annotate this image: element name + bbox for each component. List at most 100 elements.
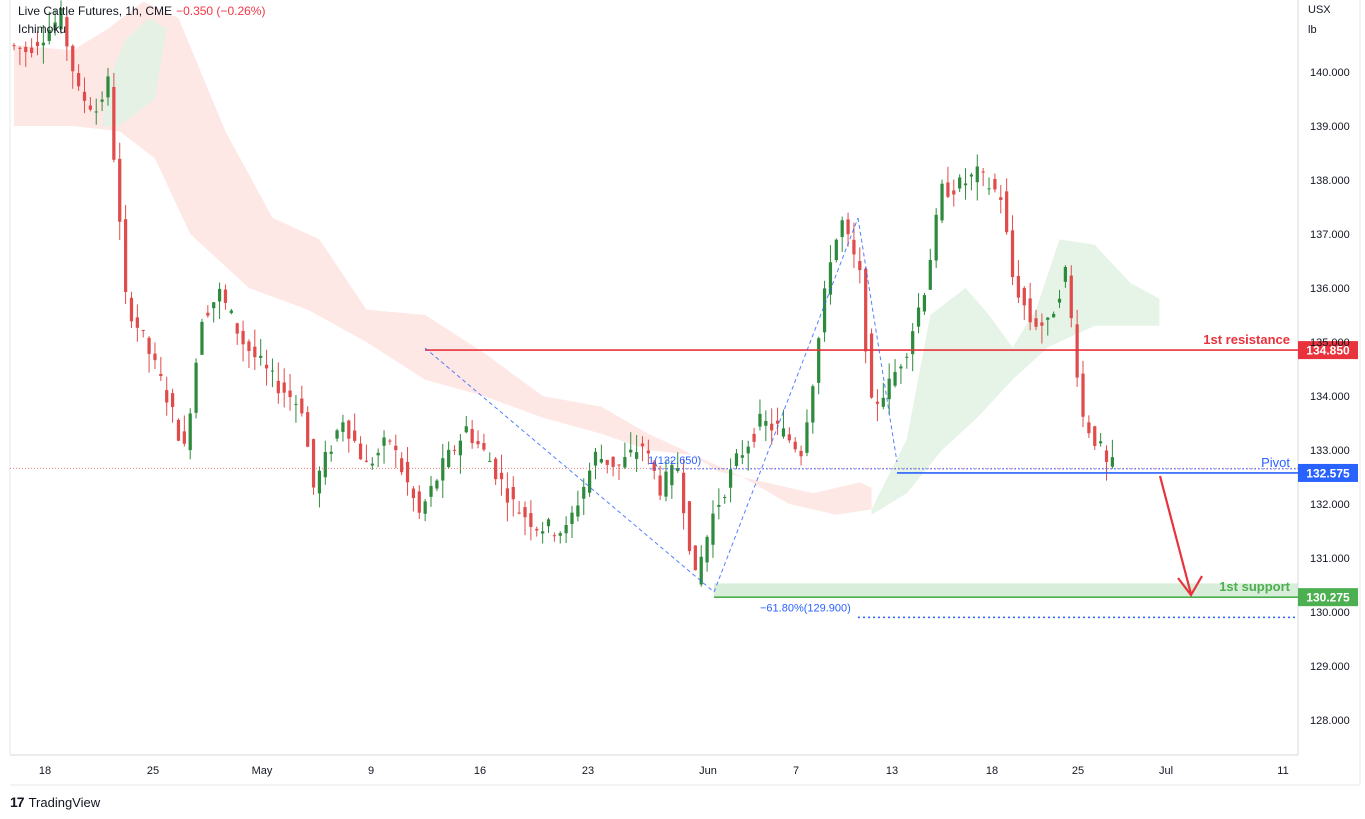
pivot-label: Pivot [1261,455,1290,470]
candle-body [922,295,927,312]
candle-body [153,353,157,361]
chart-area[interactable]: 1st resistance Pivot 1st support 1(132.650… [0,0,1365,790]
price-tick: 139.000 [1310,121,1350,133]
candle-body [611,456,615,467]
candle-body [846,219,850,235]
candle-body [576,505,580,517]
candle-body [1010,230,1015,278]
candle-body [176,419,181,441]
candle-body [623,457,627,468]
candle-body [987,188,991,190]
candle-body [264,364,269,369]
resistance-price-text: 134.850 [1306,344,1350,358]
candle-body [12,45,16,47]
candle-body [693,545,697,571]
candle-body [1052,313,1056,318]
price-tick: 130.000 [1310,607,1350,619]
candle-body [864,268,868,352]
candle-body [511,486,515,500]
candle-body [59,8,63,30]
indicator-label[interactable]: Ichimoku [18,22,67,36]
candle-body [646,450,650,454]
candle-body [1022,287,1026,306]
candle-body [276,380,280,394]
candle-body [652,461,656,471]
candle-body [1075,324,1079,378]
chart-header: Live Cattle Futures, 1h, CME −0.350 (−0.2… [18,4,265,18]
candle-body [300,398,304,414]
candle-body [423,501,427,514]
price-tick: 132.000 [1310,499,1350,511]
candle-body [958,177,962,189]
fib-pattern-leg [857,217,898,463]
candle-body [417,491,421,513]
projection-arrow-head [1177,575,1203,597]
candle-body [388,440,392,442]
candle-body [535,528,539,531]
candle-body [787,434,791,441]
candle-body [458,440,463,456]
candle-body [447,449,451,468]
candle-body [94,111,98,113]
candle-body [582,486,586,499]
candle-body [30,47,34,54]
candle-body [881,397,885,407]
ichimoku-cloud-bullish-early [102,18,167,126]
candle-body [1104,450,1109,462]
candle-body [41,42,45,46]
candle-body [781,428,786,437]
candle-body [394,445,398,451]
candle-body [770,423,774,431]
candle-body [1093,426,1097,446]
candle-body [1087,422,1091,434]
candle-body [1034,318,1038,327]
candle-body [658,475,662,496]
candle-body [488,461,492,463]
time-tick: 25 [147,765,159,777]
candle-body [817,338,821,383]
candle-body [728,469,733,488]
candle-body [200,321,204,355]
candle-body [799,450,803,457]
price-unit-top: USX [1308,4,1331,16]
candle-body [828,262,833,295]
candle-body [752,433,756,442]
candle-body [452,449,457,451]
time-tick: 7 [793,765,799,777]
tradingview-logo[interactable]: 17 TradingView [10,794,100,810]
resistance-price-tag [1298,341,1358,360]
candle-body [717,505,721,507]
candle-body [464,426,468,433]
brand-name: TradingView [28,794,101,810]
candle-body [494,458,498,480]
candle-body [1099,441,1103,444]
candle-body [206,312,210,316]
candle-body [18,47,22,49]
candle-body [347,420,351,439]
candle-body [1046,317,1050,320]
price-tick: 137.000 [1310,229,1350,241]
candle-body [323,452,327,478]
price-tick: 134.000 [1310,391,1350,403]
candle-body [963,183,968,186]
candle-body [71,45,75,72]
candle-body [1110,457,1114,467]
candle-body [182,431,186,444]
candle-body [875,401,880,404]
candle-body [370,463,374,466]
candle-body [223,289,228,303]
candle-body [975,166,979,183]
candle-body [147,337,151,354]
candle-body [640,443,645,447]
candle-body [723,496,727,498]
resistance-label: 1st resistance [1203,332,1290,347]
pivot-price-tag [1298,463,1358,482]
candle-body [605,459,609,465]
candle-body [664,471,668,497]
fib-level-1-label: 1(132.650) [648,455,701,467]
symbol-title[interactable]: Live Cattle Futures, 1h, CME [18,4,173,18]
candle-body [999,197,1003,201]
time-tick: 16 [474,765,486,777]
candle-body [106,76,110,98]
candle-body [24,47,28,53]
